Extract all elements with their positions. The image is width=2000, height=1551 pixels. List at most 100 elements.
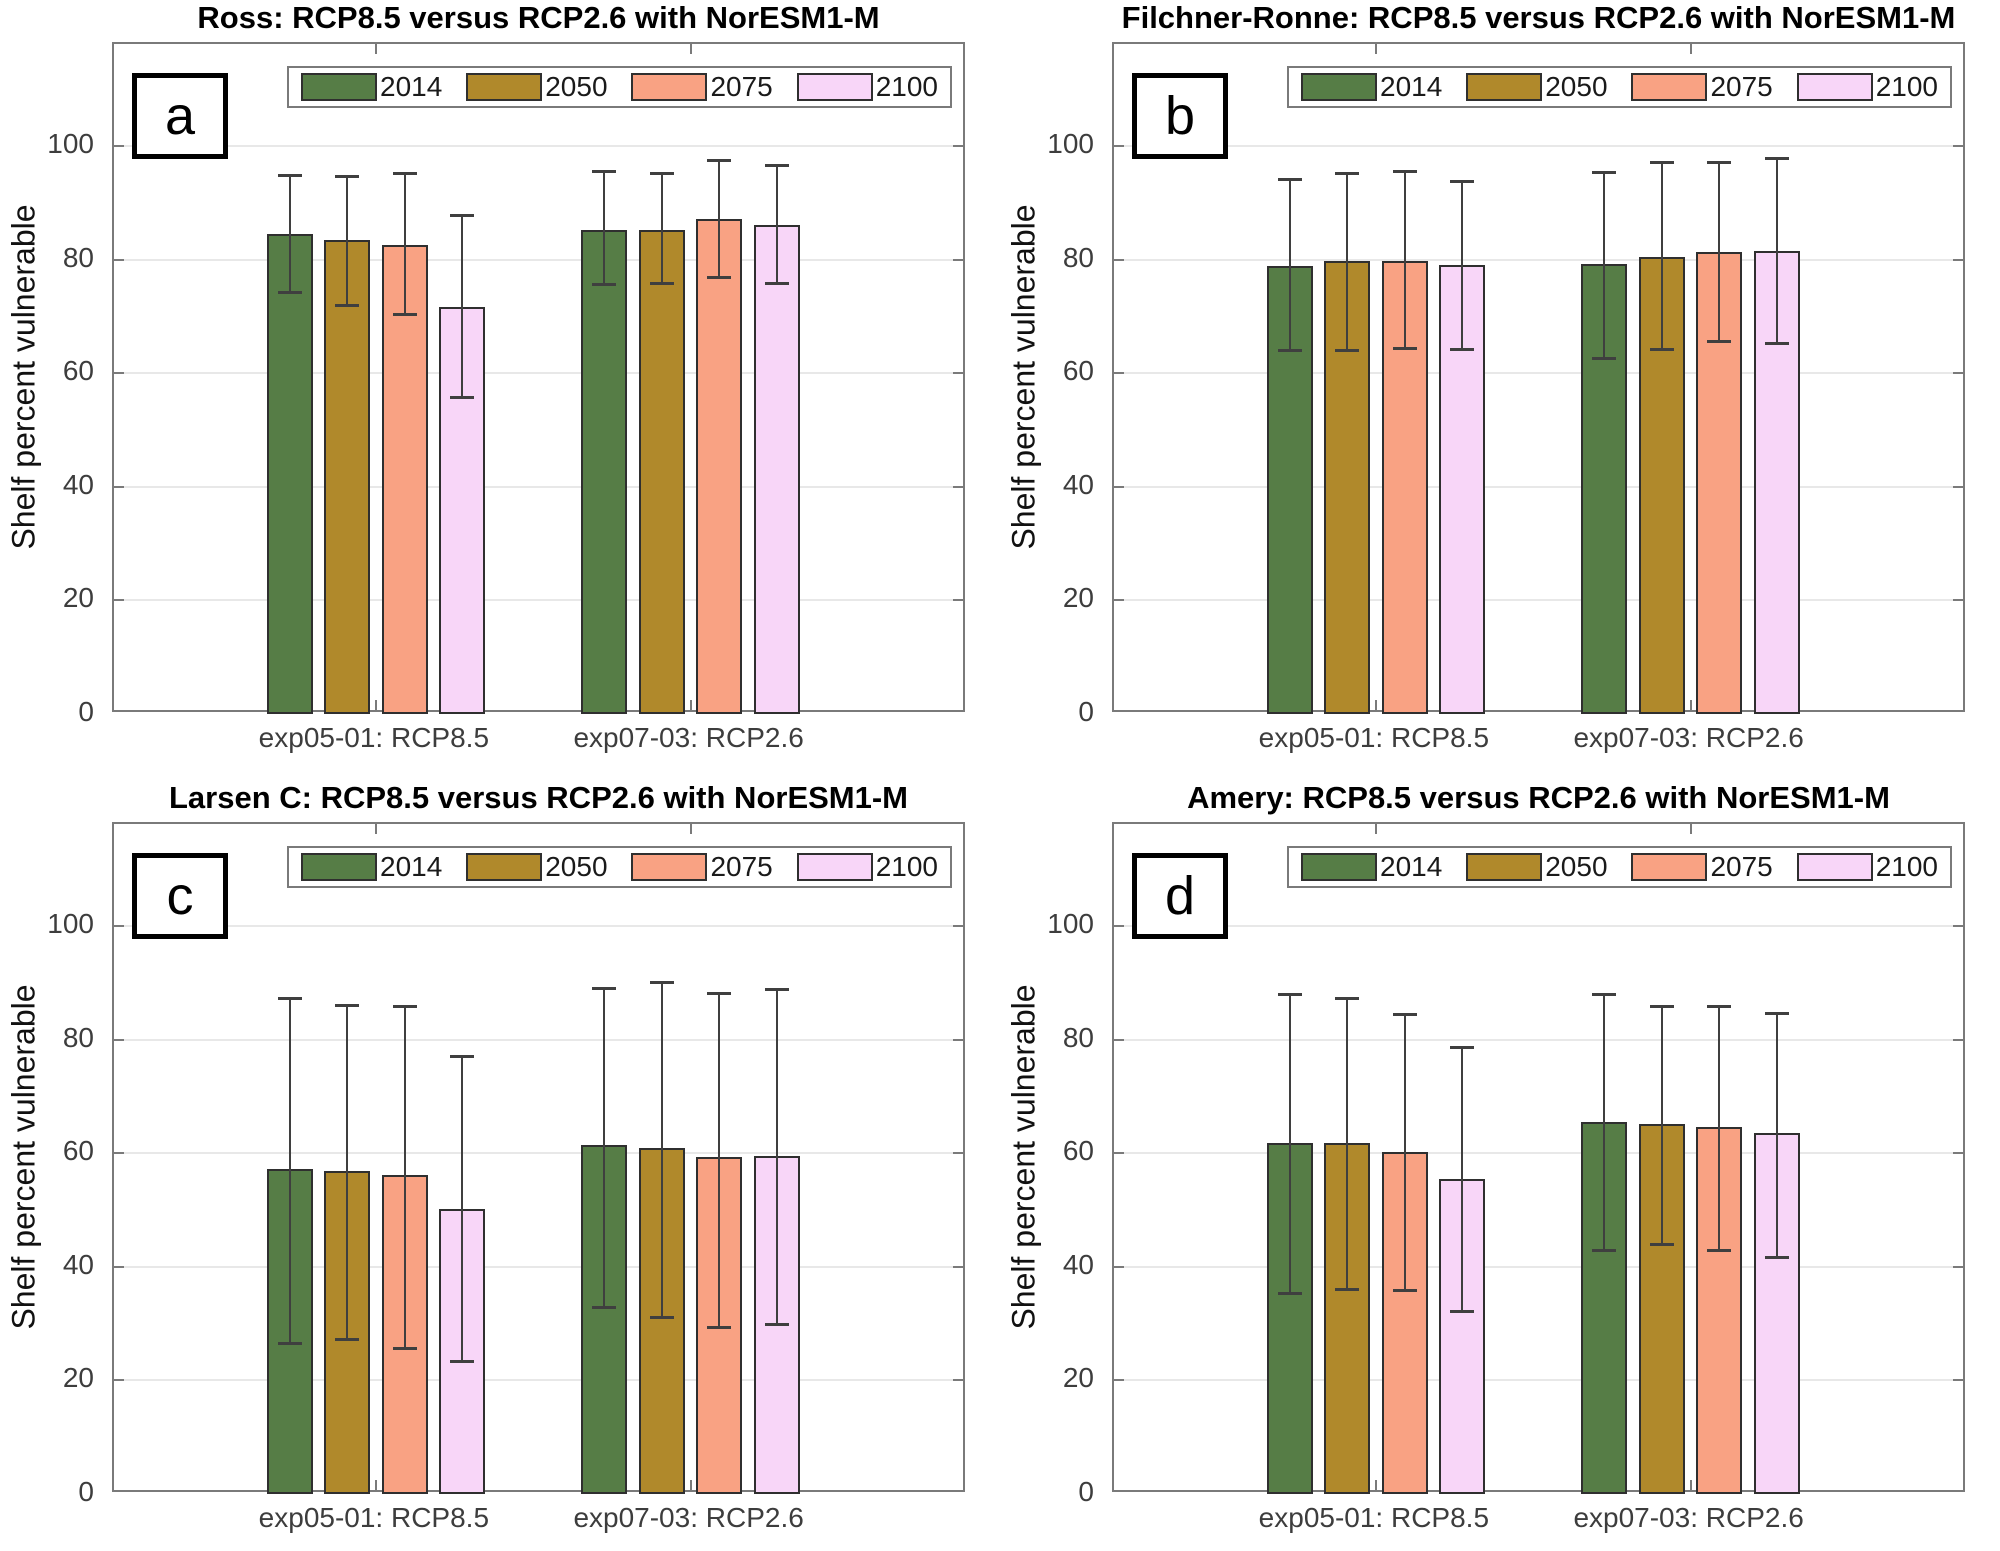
y-tick-label: 0 (78, 1476, 94, 1507)
panel-letter: d (1164, 866, 1196, 926)
gridline (114, 925, 963, 928)
chart-title: Filchner-Ronne: RCP8.5 versus RCP2.6 wit… (1121, 0, 1956, 35)
bar-2014 (1581, 264, 1628, 714)
y-tick-label: 100 (47, 128, 94, 160)
legend-swatch-2050 (1466, 853, 1543, 881)
error-bar-cap-top (277, 996, 302, 1000)
error-bar-cap-top (1707, 1004, 1732, 1008)
panel-label-box: b (1132, 73, 1228, 159)
y-tick-label: 60 (1062, 1135, 1094, 1167)
error-bar-cap-bottom (1277, 1292, 1302, 1295)
bar-2014 (581, 1145, 628, 1494)
y-tick-label: 40 (1062, 1248, 1094, 1280)
gridline (1114, 1038, 1963, 1041)
x-tick-mark (1689, 700, 1692, 710)
y-tick-mark (1953, 1038, 1963, 1041)
error-bar-cap-top (1707, 160, 1732, 164)
y-tick-mark (1953, 145, 1963, 148)
legend-item: 2014 (1301, 71, 1442, 103)
legend-year-label: 2014 (1380, 851, 1443, 882)
legend-year-label: 2050 (545, 851, 608, 882)
panel-d: Amery: RCP8.5 versus RCP2.6 with NorESM1… (1000, 780, 2000, 1551)
error-bar-line (1403, 1014, 1406, 1290)
y-tick-mark (114, 599, 124, 602)
y-tick-mark (1953, 1152, 1963, 1155)
x-tick-label: exp05-01: RCP8.5 (258, 1502, 490, 1533)
error-bar-cap-bottom (1392, 1288, 1417, 1292)
legend-year-label: 2050 (1545, 851, 1608, 882)
y-tick-mark (1114, 1152, 1124, 1155)
error-bar-cap-bottom (392, 312, 417, 316)
y-tick-mark (953, 925, 963, 928)
x-tick-mark (689, 1480, 692, 1490)
error-bar-cap-bottom (1450, 1309, 1475, 1313)
error-bar-cap-top (1592, 171, 1617, 175)
error-bar-line (1775, 158, 1778, 343)
y-tick-mark (1953, 372, 1963, 375)
legend-item: 2050 (1466, 851, 1608, 883)
bar-2050 (324, 240, 371, 714)
x-tick-mark (689, 700, 692, 710)
y-tick-mark (953, 485, 963, 488)
x-tick-mark (1374, 44, 1377, 54)
legend-year-label: 2100 (1875, 851, 1938, 882)
legend-year-label: 2075 (1710, 851, 1773, 882)
error-bar-cap-top (335, 174, 360, 178)
x-tick-mark (374, 44, 377, 54)
legend-swatch-2100 (1796, 853, 1873, 881)
panel-c: Larsen C: RCP8.5 versus RCP2.6 with NorE… (0, 780, 1000, 1551)
y-tick-mark (114, 1379, 124, 1382)
legend-year-label: 2050 (545, 71, 608, 102)
y-tick-mark (1953, 485, 1963, 488)
bar-2100 (753, 224, 800, 714)
y-tick-mark (953, 1038, 963, 1041)
error-bar-line (603, 987, 606, 1308)
error-bar-cap-top (1592, 993, 1617, 997)
error-bar-cap-top (392, 172, 417, 176)
error-bar-cap-bottom (1592, 356, 1617, 360)
panel-a: Ross: RCP8.5 versus RCP2.6 with NorESM1-… (0, 0, 1000, 771)
error-bar-cap-top (1277, 993, 1302, 997)
legend-swatch-2075 (1631, 73, 1708, 101)
y-tick-label: 80 (62, 241, 94, 273)
error-bar-line (403, 173, 406, 314)
y-tick-label: 20 (1062, 1362, 1094, 1394)
error-bar-cap-top (592, 986, 617, 990)
gridline (114, 145, 963, 148)
y-tick-label: 20 (62, 582, 94, 614)
error-bar-cap-bottom (764, 1322, 789, 1326)
bar-2075 (381, 245, 428, 714)
error-bar-line (1461, 180, 1464, 349)
y-tick-label: 40 (62, 468, 94, 500)
legend-year-label: 2100 (875, 71, 938, 102)
y-tick-mark (114, 1152, 124, 1155)
legend-item: 2100 (1796, 71, 1938, 103)
error-bar-line (461, 1056, 464, 1362)
error-bar-cap-bottom (649, 1315, 674, 1319)
error-bar-line (288, 175, 291, 293)
error-bar-cap-top (1764, 157, 1789, 161)
error-bar-cap-top (1392, 170, 1417, 174)
y-tick-label: 100 (1047, 908, 1094, 940)
chart-title: Larsen C: RCP8.5 versus RCP2.6 with NorE… (168, 780, 909, 815)
legend-swatch-2050 (466, 73, 543, 101)
gridline (1114, 599, 1963, 602)
error-bar-line (403, 1006, 406, 1349)
legend-swatch-2100 (1796, 73, 1873, 101)
y-tick-mark (114, 372, 124, 375)
panel-label-box: c (132, 853, 228, 939)
error-bar-line (1288, 178, 1291, 351)
error-bar-cap-bottom (335, 304, 360, 308)
y-tick-mark (1114, 372, 1124, 375)
error-bar-cap-bottom (450, 395, 475, 399)
error-bar-cap-bottom (1392, 347, 1417, 351)
y-tick-mark (953, 1379, 963, 1382)
x-tick-mark (374, 700, 377, 710)
error-bar-cap-bottom (1335, 349, 1360, 353)
y-tick-mark (953, 599, 963, 602)
error-bar-cap-top (1335, 171, 1360, 175)
error-bar-cap-bottom (450, 1360, 475, 1364)
gridline (1114, 485, 1963, 488)
x-tick-mark (1689, 1480, 1692, 1490)
gridline (114, 485, 963, 488)
